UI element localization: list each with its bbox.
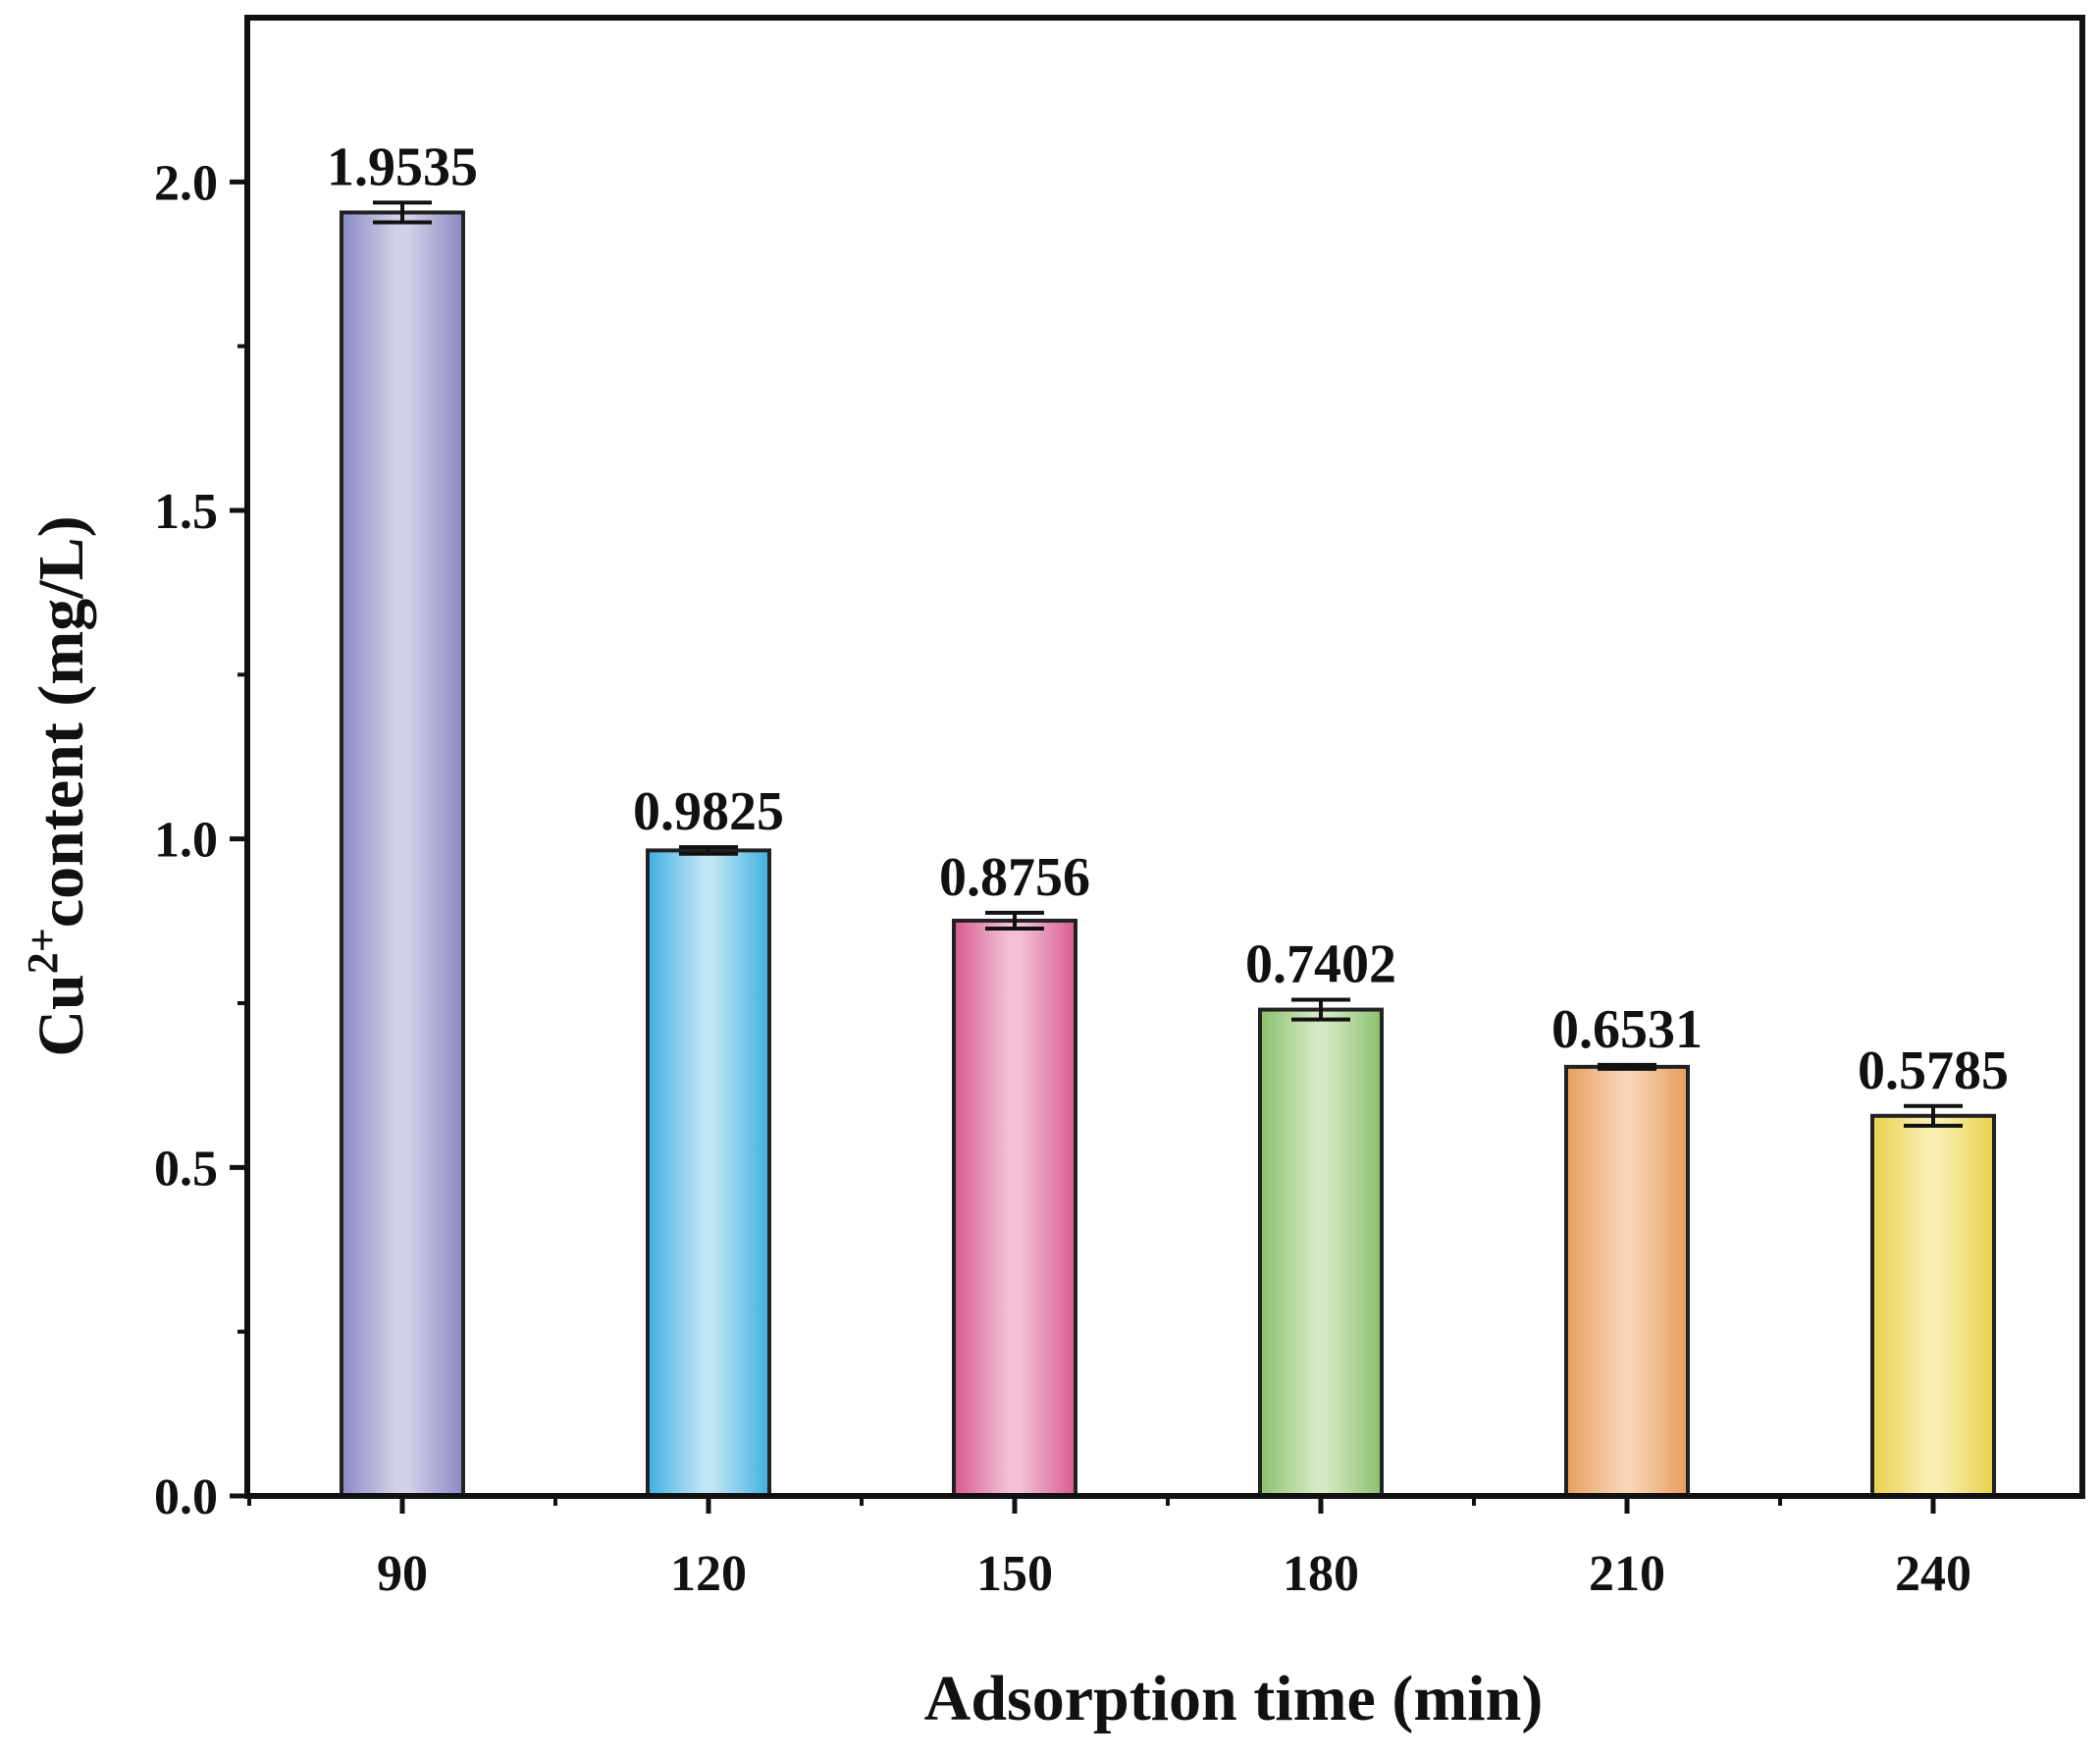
x-tick-label-120: 120: [670, 1546, 747, 1602]
bar-120: [646, 848, 771, 1498]
plot-frame: [244, 15, 2085, 1499]
y-axis-title-prefix: Cu: [26, 974, 97, 1056]
x-tick-label-150: 150: [976, 1546, 1053, 1602]
error-bar-180: [1291, 997, 1350, 1022]
y-tick-label-1.0: 1.0: [154, 813, 218, 869]
error-bar-210: [1598, 1062, 1656, 1071]
y-tick-label-0.0: 0.0: [154, 1469, 218, 1525]
x-tick-label-210: 210: [1589, 1546, 1665, 1602]
bar-150: [952, 918, 1077, 1498]
y-tick-label-1.5: 1.5: [154, 484, 218, 540]
y-axis-title-superscript: 2+: [19, 928, 67, 974]
error-bar-150: [985, 910, 1044, 931]
x-tick-label-240: 240: [1895, 1546, 1971, 1602]
y-tick-label-0.5: 0.5: [154, 1141, 218, 1197]
data-label-240: 0.5785: [1858, 1040, 2009, 1101]
bar-240: [1870, 1113, 1996, 1498]
y-axis-title: Cu2+content (mg/L): [19, 515, 97, 1056]
data-label-210: 0.6531: [1551, 999, 1703, 1060]
data-label-150: 0.8756: [939, 847, 1090, 908]
y-tick-label-2.0: 2.0: [154, 155, 218, 211]
x-tick-label-90: 90: [377, 1546, 428, 1602]
data-label-120: 0.9825: [633, 781, 784, 842]
bar-210: [1564, 1064, 1690, 1498]
error-bar-90: [373, 200, 432, 225]
y-axis-title-suffix: content (mg/L): [26, 515, 97, 928]
bar-90: [340, 210, 465, 1499]
x-tick-label-180: 180: [1283, 1546, 1359, 1602]
data-label-90: 1.9535: [327, 136, 478, 197]
error-bar-240: [1904, 1103, 1963, 1128]
bar-180: [1258, 1007, 1384, 1498]
x-axis-title: Adsorption time (min): [924, 1663, 1544, 1734]
data-label-180: 0.7402: [1245, 934, 1396, 995]
error-bar-120: [679, 845, 738, 856]
